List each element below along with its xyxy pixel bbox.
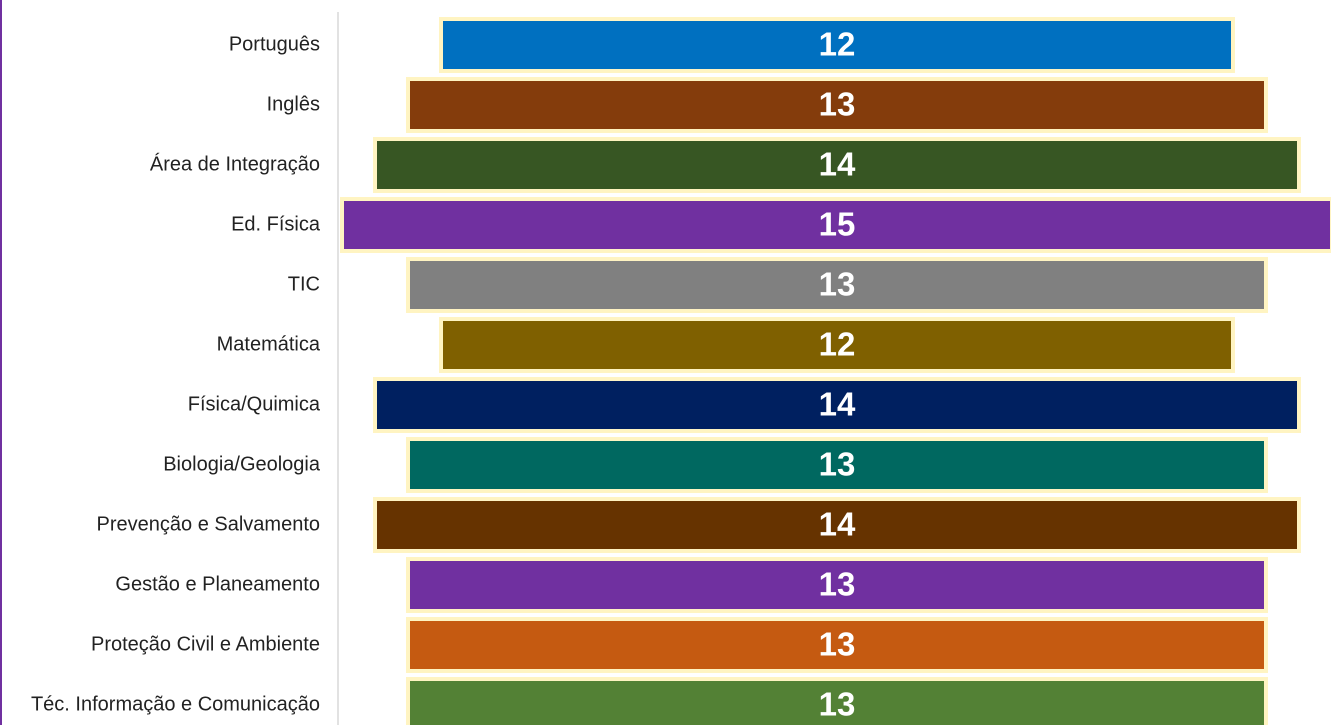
category-label: Biologia/Geologia: [163, 453, 321, 475]
bar: [406, 557, 1268, 613]
value-label: 13: [819, 566, 856, 603]
value-label: 13: [819, 686, 856, 723]
bar: [373, 497, 1301, 553]
bar: [439, 17, 1235, 73]
category-label: TIC: [288, 273, 320, 295]
category-label: Matemática: [217, 333, 321, 355]
bar: [406, 677, 1268, 725]
category-label: Física/Quimica: [188, 393, 321, 415]
bar: [373, 137, 1301, 193]
value-label: 13: [819, 266, 856, 303]
bar: [373, 377, 1301, 433]
category-label: Ed. Física: [231, 213, 321, 235]
category-label: Português: [229, 33, 320, 55]
category-label: Gestão e Planeamento: [115, 573, 320, 595]
value-label: 15: [819, 206, 856, 243]
bar: [406, 437, 1268, 493]
bar: [406, 77, 1268, 133]
category-label: Prevenção e Salvamento: [97, 513, 320, 535]
value-label: 14: [819, 506, 856, 543]
value-label: 13: [819, 626, 856, 663]
bar: [439, 317, 1235, 373]
value-label: 14: [819, 146, 856, 183]
category-label: Proteção Civil e Ambiente: [91, 633, 320, 655]
bar: [406, 257, 1268, 313]
value-label: 12: [819, 326, 856, 363]
bar: [340, 197, 1331, 253]
category-label: Téc. Informação e Comunicação: [31, 693, 320, 715]
bar: [406, 617, 1268, 673]
value-label: 13: [819, 86, 856, 123]
value-label: 13: [819, 446, 856, 483]
value-label: 12: [819, 26, 856, 63]
category-label: Inglês: [267, 93, 320, 115]
value-label: 14: [819, 386, 856, 423]
category-label: Área de Integração: [150, 152, 320, 175]
